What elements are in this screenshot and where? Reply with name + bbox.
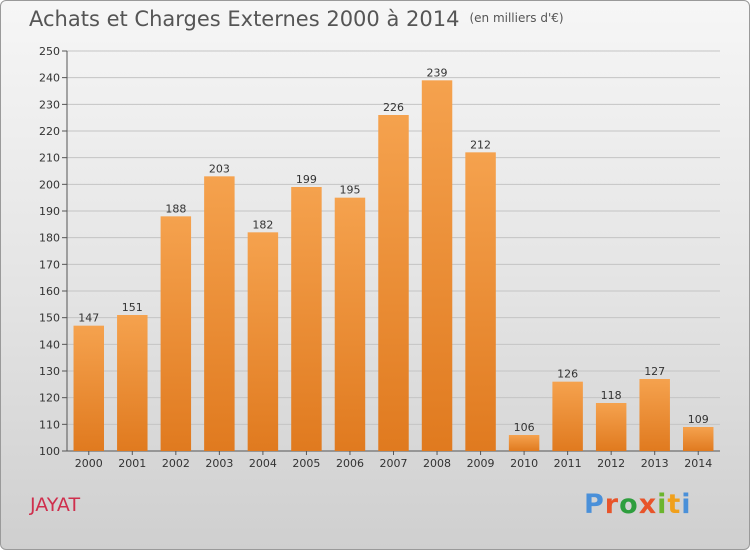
data-label-2009: 212 <box>470 138 491 151</box>
x-tick-label-2004: 2004 <box>249 457 277 470</box>
bar-2008[interactable] <box>421 80 453 451</box>
bar-2011[interactable] <box>552 381 583 451</box>
x-tick-label-2006: 2006 <box>336 457 364 470</box>
data-label-2002: 188 <box>165 202 186 215</box>
x-tick-label-2013: 2013 <box>641 457 669 470</box>
data-label-2008: 239 <box>427 66 448 79</box>
y-tick-label: 120 <box>39 392 60 405</box>
y-tick-label: 170 <box>39 258 60 271</box>
brand-letter: t <box>667 489 682 520</box>
brand-letter: P <box>584 489 605 520</box>
data-label-2000: 147 <box>78 312 99 325</box>
bar-2012[interactable] <box>595 403 627 451</box>
brand-letter: r <box>604 489 620 520</box>
bar-2009[interactable] <box>465 152 496 452</box>
y-tick-label: 200 <box>39 178 60 191</box>
y-tick-label: 180 <box>39 232 60 245</box>
y-tick-label: 240 <box>39 72 60 85</box>
x-tick-label-2005: 2005 <box>292 457 320 470</box>
y-tick-label: 110 <box>39 418 60 431</box>
data-label-2003: 203 <box>209 162 230 175</box>
data-label-2013: 127 <box>644 365 665 378</box>
bar-2005[interactable] <box>291 187 322 451</box>
bar-2003[interactable] <box>204 176 235 452</box>
x-tick-label-2014: 2014 <box>684 457 712 470</box>
y-tick-label: 190 <box>39 205 60 218</box>
chart-subtitle: (en milliers d'€) <box>469 11 564 25</box>
bar-2001[interactable] <box>117 315 148 451</box>
bar-2007[interactable] <box>378 115 409 451</box>
proxiti-logo[interactable]: Proxiti <box>584 489 692 520</box>
bars: 147 151 188 203 182 199 195 226 239 212 106 126 118 1… <box>73 66 714 452</box>
bar-2006[interactable] <box>334 197 366 451</box>
data-label-2004: 182 <box>252 218 273 231</box>
y-tick-label: 130 <box>39 365 60 378</box>
data-label-2010: 106 <box>514 421 535 434</box>
data-label-2011: 126 <box>557 368 578 381</box>
x-tick-label-2009: 2009 <box>467 457 495 470</box>
y-tick-label: 100 <box>39 445 60 458</box>
data-label-2014: 109 <box>688 413 709 426</box>
data-label-2007: 226 <box>383 101 404 114</box>
bar-2013[interactable] <box>639 379 670 451</box>
data-label-2012: 118 <box>601 389 622 402</box>
x-tick-label-2012: 2012 <box>597 457 625 470</box>
city-label: JAYAT <box>30 494 81 516</box>
data-label-2006: 195 <box>339 184 360 197</box>
y-tick-label: 160 <box>39 285 60 298</box>
brand-letter: i <box>657 489 668 520</box>
x-tick-label-2000: 2000 <box>75 457 103 470</box>
x-tick-label-2001: 2001 <box>118 457 146 470</box>
x-tick-label-2010: 2010 <box>510 457 538 470</box>
x-tick-label-2008: 2008 <box>423 457 451 470</box>
x-tick-label-2011: 2011 <box>554 457 582 470</box>
y-tick-label: 220 <box>39 125 60 138</box>
x-tick-label-2007: 2007 <box>380 457 408 470</box>
brand-letter: i <box>681 489 692 520</box>
chart-title: Achats et Charges Externes 2000 à 2014 (e… <box>29 7 564 31</box>
brand-letter: x <box>638 489 658 520</box>
axes: 100 110 120 130 140 150 160 170 180 190 200 210 220 2… <box>39 45 720 470</box>
y-tick-label: 250 <box>39 45 60 58</box>
data-label-2001: 151 <box>122 301 143 314</box>
bar-2000[interactable] <box>73 325 105 451</box>
bar-2010[interactable] <box>508 435 540 451</box>
data-label-2005: 199 <box>296 173 317 186</box>
y-tick-label: 230 <box>39 98 60 111</box>
bar-2004[interactable] <box>247 232 279 451</box>
bar-2002[interactable] <box>160 216 192 451</box>
y-tick-label: 210 <box>39 152 60 165</box>
y-tick-label: 150 <box>39 312 60 325</box>
x-tick-label-2003: 2003 <box>205 457 233 470</box>
bar-2014[interactable] <box>682 427 714 451</box>
chart-title-text: Achats et Charges Externes 2000 à 2014 <box>29 7 460 31</box>
y-tick-label: 140 <box>39 338 60 351</box>
x-tick-label-2002: 2002 <box>162 457 190 470</box>
brand-letter: o <box>619 489 639 520</box>
